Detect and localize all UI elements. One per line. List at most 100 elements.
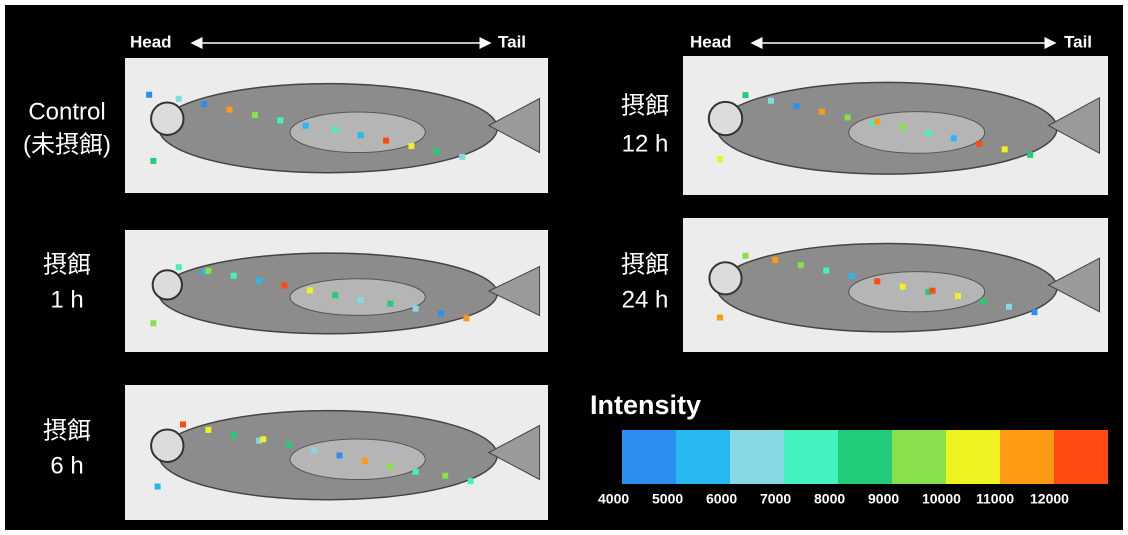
fish-organ [849, 272, 985, 312]
fish-eye [709, 262, 741, 294]
signal-pixel [227, 107, 233, 113]
signal-pixel [900, 284, 906, 290]
colorbar-segment [784, 430, 838, 484]
signal-pixel [900, 124, 906, 130]
signal-pixel [1027, 152, 1033, 158]
colorbar-segment [1000, 430, 1054, 484]
fish-organ [290, 439, 425, 480]
signal-pixel [205, 268, 211, 274]
signal-pixel [874, 278, 880, 284]
colorbar-segment [676, 430, 730, 484]
signal-pixel [150, 320, 156, 326]
fish-eye [151, 103, 183, 135]
colorbar-tick-label: 5000 [652, 491, 683, 507]
signal-pixel [459, 154, 465, 160]
signal-pixel [311, 447, 317, 453]
panel-label: Control [28, 98, 105, 125]
signal-pixel [180, 421, 186, 427]
colorbar-tick-label: 9000 [868, 491, 899, 507]
signal-pixel [231, 432, 237, 438]
panel-label: 摂餌 [43, 417, 91, 444]
signal-pixel [252, 112, 258, 118]
colorbar-tick-label: 11000 [976, 491, 1014, 507]
signal-pixel [282, 282, 288, 288]
signal-pixel [387, 463, 393, 469]
signal-pixel [976, 141, 982, 147]
signal-pixel [155, 484, 161, 490]
signal-pixel [332, 292, 338, 298]
colorbar-tick-label: 10000 [922, 491, 961, 507]
signal-pixel [176, 96, 182, 102]
figure: Head Tail Head Tail Intensity Control(未摂… [0, 0, 1128, 535]
signal-pixel [150, 158, 156, 164]
signal-pixel [260, 436, 266, 442]
panel-label: 12 h [622, 130, 669, 157]
panel-label: 24 h [622, 286, 669, 313]
colorbar-segment [730, 430, 784, 484]
signal-pixel [332, 127, 338, 133]
signal-pixel [176, 264, 182, 270]
page: {"header": [{"head": "Head", "tail": "Ta… [0, 0, 1128, 535]
signal-pixel [201, 101, 207, 107]
colorbar-tick-label: 8000 [814, 491, 845, 507]
signal-pixel [743, 253, 749, 259]
tail-label: Tail [498, 32, 526, 51]
signal-pixel [930, 288, 936, 294]
tail-label: Tail [1064, 32, 1092, 51]
signal-pixel [772, 257, 778, 263]
signal-pixel [717, 314, 723, 320]
signal-pixel [146, 92, 152, 98]
head-label: Head [690, 32, 732, 51]
signal-pixel [463, 315, 469, 321]
colorbar-segment [838, 430, 892, 484]
signal-pixel [362, 458, 368, 464]
signal-pixel [231, 273, 237, 279]
colorbar-tick-label: 7000 [760, 491, 791, 507]
colorbar-segment [622, 430, 676, 484]
panel-label: 1 h [50, 286, 83, 313]
panel-label: (未摂餌) [23, 131, 111, 158]
signal-pixel [951, 135, 957, 141]
panel-label: 摂餌 [621, 251, 669, 278]
signal-pixel [442, 473, 448, 479]
fish-eye [151, 430, 183, 462]
colorbar-segment [892, 430, 946, 484]
fish-eye [153, 270, 182, 299]
signal-pixel [1006, 304, 1012, 310]
signal-pixel [1032, 309, 1038, 315]
signal-pixel [286, 442, 292, 448]
signal-pixel [823, 268, 829, 274]
signal-pixel [205, 427, 211, 433]
signal-pixel [717, 156, 723, 162]
signal-pixel [743, 92, 749, 98]
signal-pixel [794, 103, 800, 109]
signal-pixel [819, 109, 825, 115]
legend-title: Intensity [590, 390, 701, 420]
fish-eye [709, 102, 742, 135]
colorbar-tick-label: 12000 [1030, 491, 1069, 507]
signal-pixel [768, 98, 774, 104]
signal-pixel [468, 478, 474, 484]
signal-pixel [408, 143, 414, 149]
signal-pixel [387, 301, 393, 307]
signal-pixel [798, 262, 804, 268]
signal-pixel [303, 123, 309, 129]
signal-pixel [358, 297, 364, 303]
signal-pixel [307, 287, 313, 293]
signal-pixel [1002, 146, 1008, 152]
colorbar-tick-label: 6000 [706, 491, 737, 507]
colorbar-segment [1054, 430, 1108, 484]
signal-pixel [845, 114, 851, 120]
colorbar-tick-label: 4000 [598, 491, 629, 507]
signal-pixel [849, 273, 855, 279]
panel-label: 摂餌 [43, 251, 91, 278]
signal-pixel [256, 278, 262, 284]
signal-pixel [337, 453, 343, 459]
signal-pixel [383, 138, 389, 144]
signal-pixel [981, 298, 987, 304]
signal-pixel [874, 119, 880, 125]
signal-pixel [277, 117, 283, 123]
fish-organ [849, 112, 985, 154]
signal-pixel [413, 469, 419, 475]
signal-pixel [925, 130, 931, 136]
